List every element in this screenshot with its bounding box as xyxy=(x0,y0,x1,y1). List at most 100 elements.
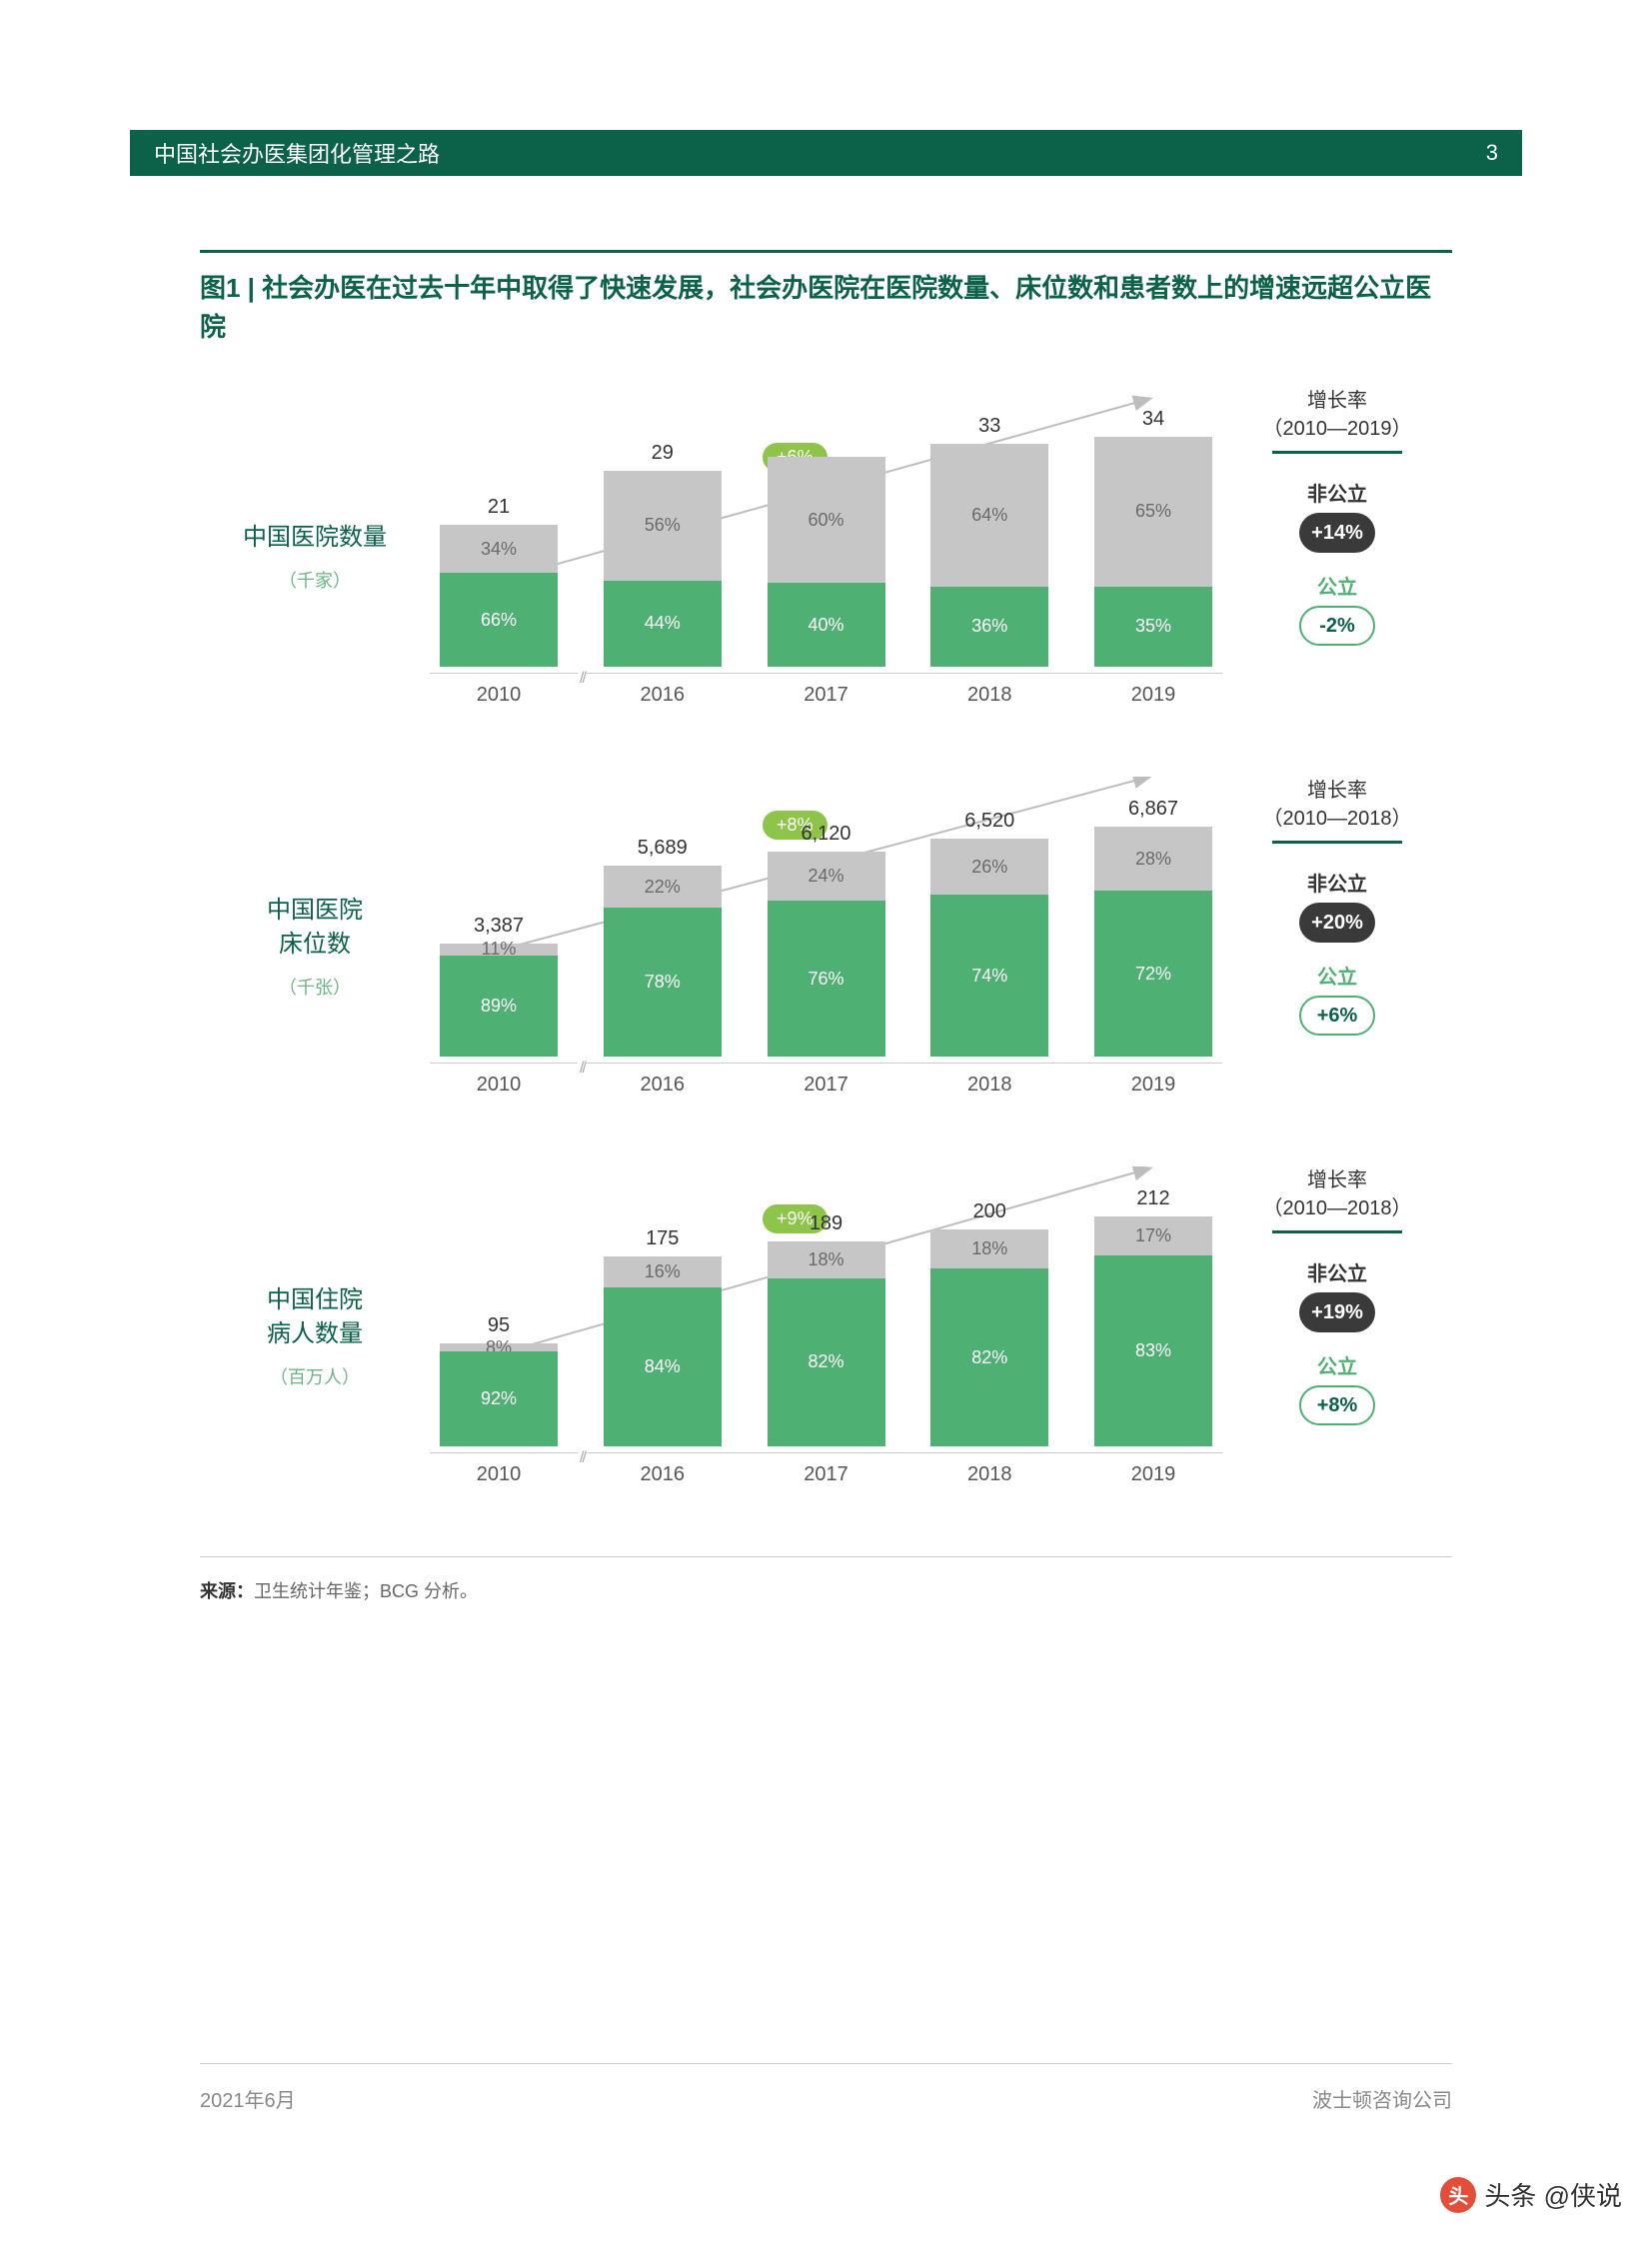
bar-group: 3,387 11%89% xyxy=(440,915,558,1057)
bar-seg-nonpublic: 64% xyxy=(930,444,1048,587)
bar-seg-nonpublic: 22% xyxy=(604,866,722,908)
bar-total-label: 5,689 xyxy=(638,837,688,860)
axis-label: 2016 xyxy=(604,1074,722,1097)
chart-label-main: 中国医院数量 xyxy=(243,521,387,555)
axis-break-icon: // xyxy=(578,1449,587,1467)
bar-seg-public: 82% xyxy=(930,1268,1048,1446)
watermark-text: 头条 @侠说 xyxy=(1484,2176,1622,2213)
bar-stack: 64%36% xyxy=(930,444,1048,667)
growth-item-nonpublic: 非公立 +19% xyxy=(1299,1257,1375,1332)
axis-row: 20102016201720182019// xyxy=(430,673,1222,707)
growth-header: 增长率（2010—2019） xyxy=(1263,387,1412,443)
axis-label: 2016 xyxy=(604,684,722,707)
growth-label-public: 公立 xyxy=(1299,571,1375,600)
watermark: 头 头条 @侠说 xyxy=(1440,2176,1622,2213)
bar-stack: 16%84% xyxy=(604,1256,722,1446)
growth-header: 增长率（2010—2018） xyxy=(1263,1166,1412,1222)
axis-break-icon: // xyxy=(578,1060,587,1078)
axis-label: 2019 xyxy=(1094,684,1212,707)
chart-label-unit: （千张） xyxy=(279,974,351,1000)
bar-seg-nonpublic: 24% xyxy=(768,852,885,901)
header-bar: 中国社会办医集团化管理之路 3 xyxy=(130,130,1522,176)
bars-row: 958%92%17516%84%18918%82%20018%82%21217%… xyxy=(430,1166,1222,1446)
axis-label: 2018 xyxy=(930,1074,1048,1097)
bar-total-label: 3,387 xyxy=(474,915,524,938)
axis-label: 2019 xyxy=(1094,1074,1212,1097)
bar-total-label: 189 xyxy=(810,1212,842,1235)
growth-item-public: 公立 +6% xyxy=(1299,961,1375,1036)
growth-col: 增长率（2010—2018）非公立+19%公立+8% xyxy=(1222,1166,1452,1506)
bar-seg-public: 40% xyxy=(768,583,885,667)
growth-value-nonpublic: +14% xyxy=(1299,513,1375,553)
bar-total-label: 6,120 xyxy=(801,823,850,846)
axis-row: 20102016201720182019// xyxy=(430,1452,1222,1486)
bar-stack: 8%92% xyxy=(440,1343,558,1446)
growth-value-public: +6% xyxy=(1299,996,1375,1036)
axis-label: 2017 xyxy=(768,1074,885,1097)
chart-block: 中国医院数量（千家）+6%2134%66%2956%44%60%40%3364%… xyxy=(200,387,1452,727)
axis-label: 2010 xyxy=(440,684,558,707)
bar-group: 29 56%44% xyxy=(604,442,722,667)
bar-seg-nonpublic: 60% xyxy=(768,457,885,583)
axis-label: 2018 xyxy=(930,1463,1048,1486)
growth-label-nonpublic: 非公立 xyxy=(1299,1257,1375,1286)
bar-seg-public: 84% xyxy=(604,1287,722,1446)
bar-seg-public: 82% xyxy=(768,1278,885,1446)
bar-group: 21217%83% xyxy=(1094,1187,1212,1446)
footer-date: 2021年6月 xyxy=(200,2084,296,2113)
bar-total-label: 6,867 xyxy=(1128,798,1178,821)
growth-header-underline xyxy=(1272,1230,1402,1233)
axis-label: 2019 xyxy=(1094,1463,1212,1486)
bar-seg-public: 72% xyxy=(1094,891,1212,1057)
growth-value-nonpublic: +20% xyxy=(1299,903,1375,943)
figure-title-wrap: 图1 | 社会办医在过去十年中取得了快速发展，社会办医院在医院数量、床位数和患者… xyxy=(200,250,1452,347)
bar-seg-public: 36% xyxy=(930,587,1048,667)
bar-group: 6,12024%76% xyxy=(768,823,885,1057)
bars-row: 2134%66%2956%44%60%40%3364%36%3465%35% xyxy=(430,387,1222,667)
bar-stack: 11%89% xyxy=(440,944,558,1057)
bar-group: 33 64%36% xyxy=(930,415,1048,667)
bar-group: 60%40% xyxy=(768,451,885,667)
footer-company: 波士顿咨询公司 xyxy=(1312,2084,1452,2113)
growth-value-nonpublic: +19% xyxy=(1299,1292,1375,1332)
bar-total-label: 21 xyxy=(488,496,510,519)
bar-group: 189 18%82% xyxy=(768,1212,885,1446)
source-wrap: 来源：卫生统计年鉴；BCG 分析。 xyxy=(200,1556,1452,1603)
bars-col: +9%958%92%17516%84%18918%82%20018%82%212… xyxy=(430,1166,1222,1506)
bar-group: 6,867 28%72% xyxy=(1094,798,1212,1057)
chart-label-col: 中国住院病人数量（百万人） xyxy=(200,1166,430,1506)
bar-seg-public: 44% xyxy=(604,581,722,667)
growth-label-nonpublic: 非公立 xyxy=(1299,868,1375,897)
chart-label-unit: （千家） xyxy=(279,567,351,593)
bar-total-label: 29 xyxy=(652,442,674,465)
bar-seg-nonpublic: 18% xyxy=(768,1241,885,1278)
bar-total-label: 6,520 xyxy=(964,810,1014,833)
source-label: 来源： xyxy=(200,1581,254,1601)
bar-stack: 18%82% xyxy=(930,1229,1048,1446)
axis-label: 2010 xyxy=(440,1463,558,1486)
bar-seg-nonpublic: 8% xyxy=(440,1343,558,1351)
chart-label-col: 中国医院床位数（千张） xyxy=(200,777,430,1117)
axis-break-icon: // xyxy=(578,670,587,688)
bar-group: 21 34%66% xyxy=(440,496,558,667)
growth-label-public: 公立 xyxy=(1299,961,1375,990)
bar-seg-nonpublic: 28% xyxy=(1094,827,1212,891)
bar-seg-public: 92% xyxy=(440,1351,558,1446)
growth-item-nonpublic: 非公立 +20% xyxy=(1299,868,1375,943)
bar-seg-nonpublic: 56% xyxy=(604,471,722,581)
bar-stack: 34%66% xyxy=(440,525,558,667)
bar-total-label: 33 xyxy=(978,415,1000,438)
charts-host: 中国医院数量 （千家） +6% 21 34%66% 29 56%44% 60%40% 33 64%… xyxy=(200,387,1452,1506)
bar-group: 5,68922%78% xyxy=(604,837,722,1057)
bar-total-label: 34 xyxy=(1142,408,1164,431)
source-text: 卫生统计年鉴；BCG 分析。 xyxy=(254,1581,478,1601)
chart-block: 中国医院床位数（千张）+8%3,38711%89%5,68922%78%6,12… xyxy=(200,777,1452,1117)
watermark-icon: 头 xyxy=(1440,2177,1476,2213)
bar-total-label: 200 xyxy=(973,1200,1006,1223)
growth-value-public: +8% xyxy=(1299,1385,1375,1425)
bar-seg-nonpublic: 18% xyxy=(930,1229,1048,1268)
bar-seg-public: 83% xyxy=(1094,1255,1212,1446)
axis-label: 2016 xyxy=(604,1463,722,1486)
axis-label: 2018 xyxy=(930,684,1048,707)
bar-stack: 56%44% xyxy=(604,471,722,667)
